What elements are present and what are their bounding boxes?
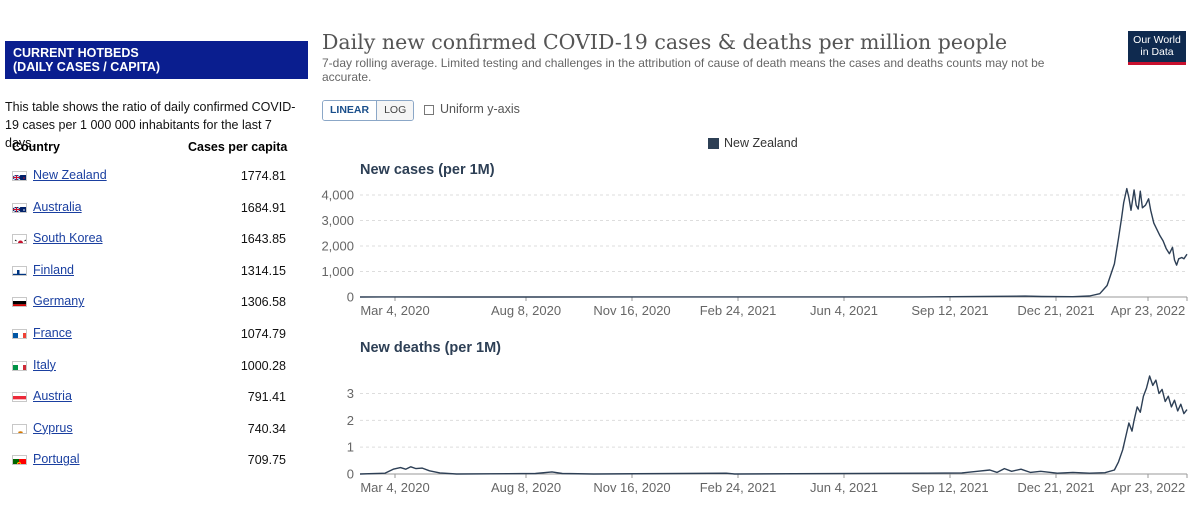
cases-per-capita-value: 1074.79 [240,327,286,341]
y-tick-label: 1,000 [321,264,354,279]
country-link[interactable]: Portugal [33,452,80,467]
cases-per-capita-value: 1000.28 [240,358,286,373]
fi-flag-icon [12,265,27,276]
log-scale-button[interactable]: LOG [377,101,414,120]
x-tick-label: Aug 8, 2020 [491,480,561,495]
table-row: Germany 1306.58 [0,292,300,312]
country-link[interactable]: Germany [33,294,85,309]
x-tick-label: Jun 4, 2021 [810,480,878,495]
cases-per-capita-value: 1306.58 [240,295,286,310]
scale-toggle: LINEAR LOG [322,100,415,121]
x-tick-label: Jun 4, 2021 [810,303,878,318]
table-row: France 1074.79 [0,324,300,344]
chart-title: Daily new confirmed COVID-19 cases & dea… [322,30,1008,54]
logo-line1: Our World [1133,34,1181,46]
table-row: Finland 1314.15 [0,261,300,281]
column-header-country: Country [12,140,60,154]
hotbeds-description: This table shows the ratio of daily conf… [5,100,296,150]
y-tick-label: 4,000 [321,188,354,203]
cases-chart: 0 1,000 2,000 3,000 4,000 Mar 4, 2020 Aug 8, 2… [321,187,1188,318]
cases-chart-title: New cases (per 1M) [360,162,495,178]
cy-flag-icon [12,423,27,434]
table-row: Portugal 709.75 [0,450,300,470]
deaths-chart: 0 1 2 3 Mar 4, 2020 Aug 8, 2020 Nov 16, 2020 Fe… [347,375,1188,495]
x-tick-label: Mar 4, 2020 [360,303,429,318]
cases-per-capita-value: 1643.85 [240,232,286,247]
x-tick-label: Nov 16, 2020 [593,303,670,318]
y-tick-label: 3 [347,386,354,401]
linear-scale-button[interactable]: LINEAR [323,101,378,120]
au-flag-icon [12,202,27,213]
y-tick-label: 2 [347,413,354,428]
kr-flag-icon [12,234,27,245]
x-tick-label: Dec 21, 2021 [1017,303,1094,318]
x-tick-label: Aug 8, 2020 [491,303,561,318]
x-tick-label: Nov 16, 2020 [593,480,670,495]
deaths-chart-title: New deaths (per 1M) [360,340,501,356]
country-link[interactable]: Italy [33,357,56,372]
y-tick-label: 0 [347,467,354,482]
logo-line2: in Data [1140,46,1174,58]
legend[interactable]: New Zealand [708,136,798,150]
table-row: New Zealand 1774.81 [0,166,300,186]
table-row: Italy 1000.28 [0,356,300,376]
series-line-new-zealand[interactable] [359,375,1188,475]
x-tick-label: Sep 12, 2021 [911,480,988,495]
y-tick-label: 0 [347,290,354,305]
hotbeds-header: CURRENT HOTBEDS (DAILY CASES / CAPITA) [5,41,308,79]
x-tick-label: Feb 24, 2021 [700,480,777,495]
table-row: Cyprus 740.34 [0,419,300,439]
table-row: Austria 791.41 [0,387,300,407]
cases-per-capita-value: 791.41 [247,390,286,405]
x-tick-label: Apr 23, 2022 [1111,480,1185,495]
x-tick-label: Mar 4, 2020 [360,480,429,495]
cases-per-capita-value: 1684.91 [240,200,286,215]
country-link[interactable]: Cyprus [33,420,73,435]
y-tick-label: 1 [347,440,354,455]
nz-flag-icon [12,171,27,181]
cases-per-capita-value: 740.34 [247,421,286,436]
hotbeds-panel: CURRENT HOTBEDS (DAILY CASES / CAPITA) T… [0,0,310,512]
country-link[interactable]: Australia [33,199,82,214]
x-tick-label: Dec 21, 2021 [1017,480,1094,495]
cases-per-capita-value: 709.75 [247,453,286,468]
owid-logo[interactable]: Our World in Data [1128,31,1186,65]
legend-swatch [708,137,719,149]
series-line-new-zealand[interactable] [359,187,1188,298]
pt-flag-icon [12,455,27,466]
chart-subtitle: 7-day rolling average. Limited testing a… [322,56,1045,84]
cases-per-capita-value: 1774.81 [240,169,286,183]
y-tick-label: 2,000 [321,239,354,254]
country-link[interactable]: Finland [33,262,74,277]
legend-label: New Zealand [724,136,798,150]
cases-per-capita-value: 1314.15 [240,263,286,278]
country-link[interactable]: South Korea [33,231,103,246]
table-row: Australia 1684.91 [0,198,300,218]
country-link[interactable]: France [33,326,72,340]
owid-chart-panel [310,15,1200,512]
x-tick-label: Feb 24, 2021 [700,303,777,318]
country-link[interactable]: New Zealand [33,168,107,182]
x-tick-label: Sep 12, 2021 [911,303,988,318]
hotbeds-header-line1: CURRENT HOTBEDS [13,46,139,60]
fr-flag-icon [12,329,27,339]
hotbeds-header-line2: (DAILY CASES / CAPITA) [13,60,161,74]
column-header-cases: Cases per capita [188,140,288,154]
country-link[interactable]: Austria [33,389,72,404]
uniform-y-axis-label: Uniform y-axis [440,102,520,116]
checkbox-icon [424,105,434,115]
at-flag-icon [12,392,27,403]
table-row: South Korea 1643.85 [0,229,300,249]
de-flag-icon [12,297,27,308]
uniform-y-axis-checkbox[interactable]: Uniform y-axis [424,102,520,116]
it-flag-icon [12,360,27,371]
y-tick-label: 3,000 [321,213,354,228]
x-tick-label: Apr 23, 2022 [1111,303,1185,318]
